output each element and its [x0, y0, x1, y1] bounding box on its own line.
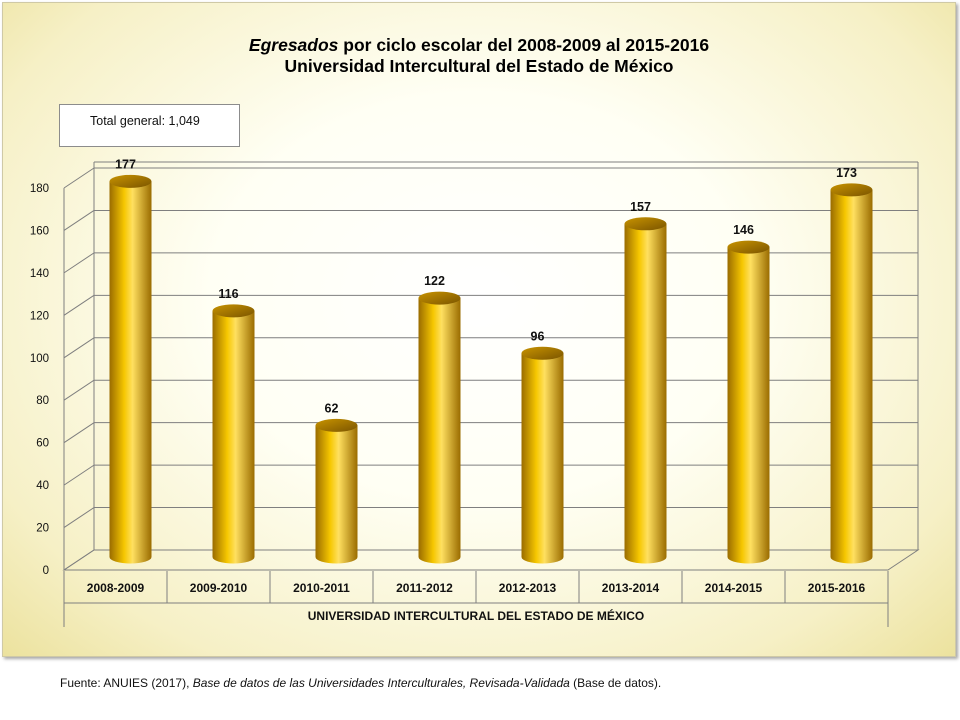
side-gridline-160 — [63, 210, 95, 231]
bar-body — [212, 310, 255, 564]
bar-top — [109, 174, 152, 188]
total-general-box: Total general: 1,049 — [59, 104, 240, 147]
bar-body — [109, 181, 152, 564]
data-label-2009-2010: 116 — [218, 287, 238, 301]
bar-2009-2010 — [212, 304, 255, 564]
bar-2011-2012 — [418, 291, 461, 564]
title-emphasis: Egresados — [248, 35, 339, 55]
x-tick-label-2008-2009: 2008-2009 — [87, 581, 145, 595]
y-tick-label-80: 80 — [36, 395, 49, 407]
x-tick-label-2015-2016: 2015-2016 — [808, 581, 866, 595]
bar-2012-2013 — [521, 346, 564, 564]
data-label-2013-2014: 157 — [630, 200, 651, 214]
chart-floor — [62, 549, 920, 571]
y-tick-label-160: 160 — [30, 225, 49, 237]
side-gridline-20 — [63, 507, 95, 528]
data-label-2012-2013: 96 — [531, 329, 545, 343]
bar-2015-2016 — [830, 183, 873, 564]
bar-2008-2009 — [109, 174, 152, 564]
side-gridline-60 — [63, 422, 95, 444]
x-tick-label-2012-2013: 2012-2013 — [499, 581, 557, 595]
chart-title: Egresados por ciclo escolar del 2008-200… — [3, 35, 955, 77]
bar-body — [727, 247, 770, 564]
bar-2010-2011 — [315, 418, 358, 564]
data-label-2010-2011: 62 — [325, 401, 339, 415]
y-tick-label-40: 40 — [36, 480, 49, 492]
bar-top — [521, 346, 564, 360]
bar-top — [212, 304, 255, 318]
side-gridline-120 — [63, 294, 95, 316]
side-gridline-80 — [63, 379, 95, 401]
y-tick-label-180: 180 — [30, 183, 49, 195]
data-label-2011-2012: 122 — [424, 274, 445, 288]
x-tick-label-2010-2011: 2010-2011 — [293, 581, 350, 595]
bar-2014-2015 — [727, 240, 770, 564]
source-prefix: Fuente: ANUIES (2017), — [60, 676, 193, 690]
y-tick-label-100: 100 — [30, 353, 49, 365]
chart-title-line2: Universidad Intercultural del Estado de … — [284, 56, 674, 76]
title-rest: por ciclo escolar del 2008-2009 al 2015-… — [338, 35, 710, 55]
side-gridline-40 — [63, 464, 95, 486]
side-gridline-180 — [63, 167, 95, 189]
x-tick-label-2014-2015: 2014-2015 — [705, 581, 763, 595]
bar-top — [315, 418, 358, 432]
side-gridline-100 — [63, 337, 95, 359]
data-label-2014-2015: 146 — [733, 223, 754, 237]
x-tick-label-2009-2010: 2009-2010 — [190, 581, 248, 595]
source-title: Base de datos de las Universidades Inter… — [192, 676, 570, 690]
bar-top — [418, 291, 461, 305]
y-tick-label-20: 20 — [36, 523, 49, 535]
data-label-2008-2009: 177 — [115, 157, 136, 171]
side-gridline-140 — [63, 252, 95, 274]
bar-body — [315, 425, 358, 564]
data-label-2015-2016: 173 — [836, 166, 857, 180]
x-tick-label-2013-2014: 2013-2014 — [602, 581, 660, 595]
bar-body — [418, 298, 461, 564]
bar-body — [830, 189, 873, 564]
bar-body — [624, 223, 667, 564]
bar-top — [830, 183, 873, 197]
source-suffix: (Base de datos). — [569, 676, 662, 690]
y-tick-label-140: 140 — [30, 268, 49, 280]
chart-frame: Egresados por ciclo escolar del 2008-200… — [2, 2, 956, 657]
x-axis-label: UNIVERSIDAD INTERCULTURAL DEL ESTADO DE … — [308, 608, 644, 623]
y-tick-label-0: 0 — [43, 565, 49, 577]
x-tick-label-2011-2012: 2011-2012 — [396, 581, 453, 595]
total-general-label: Total general: 1,049 — [90, 114, 200, 128]
y-tick-label-120: 120 — [30, 310, 49, 322]
bar-body — [521, 353, 564, 564]
source-note: Fuente: ANUIES (2017), Base de datos de … — [60, 676, 661, 690]
y-tick-label-60: 60 — [36, 438, 49, 450]
chart-title-line1: Egresados por ciclo escolar del 2008-200… — [3, 35, 955, 56]
bar-top — [624, 217, 667, 231]
bar-top — [727, 240, 770, 254]
bar-2013-2014 — [624, 217, 667, 564]
